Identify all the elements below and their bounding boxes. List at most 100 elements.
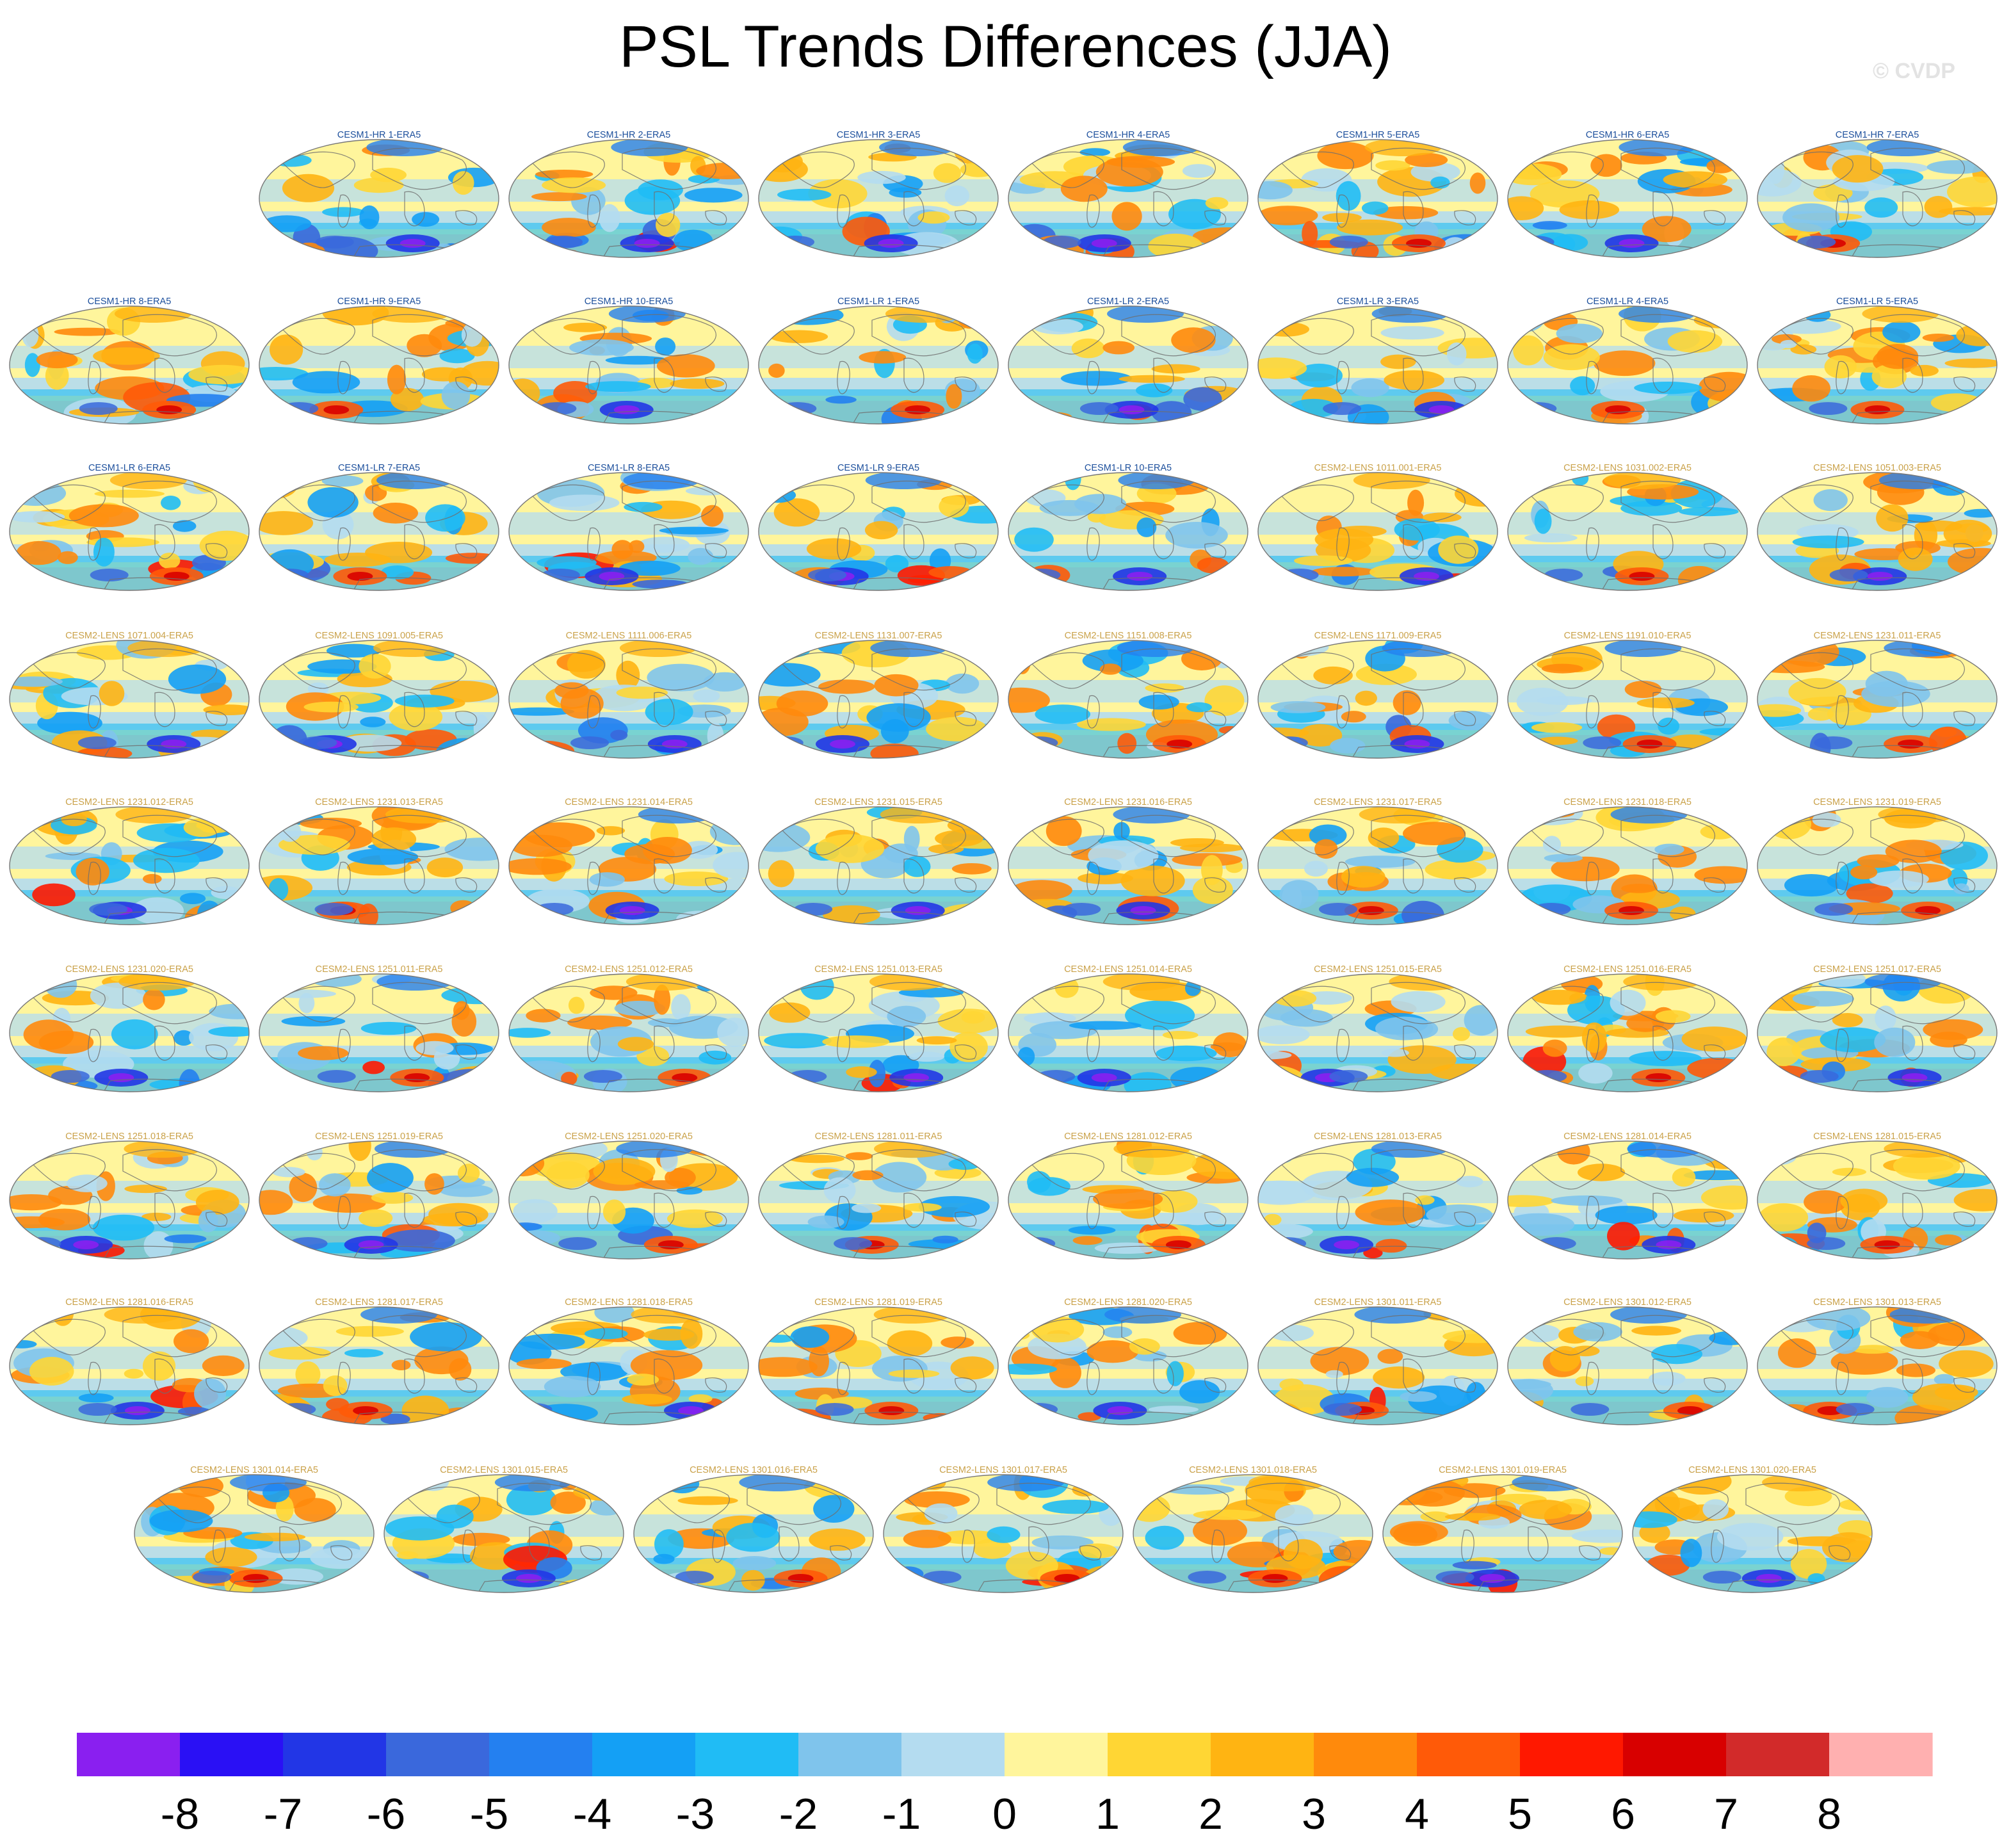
panel-grid: CESM1-HR 1-ERA5 CESM1-HR 2-ERA5 CESM1-HR 3… [9, 130, 1998, 1593]
map-panel: CESM1-HR 3-ERA5 [758, 130, 999, 258]
map-panel: CESM2-LENS 1231.011-ERA5 [1757, 631, 1998, 759]
globe-outline [259, 1140, 499, 1260]
panel-title: CESM2-LENS 1231.017-ERA5 [1314, 797, 1442, 807]
globe-field [1757, 1307, 1997, 1425]
globe-outline [259, 305, 499, 425]
map-panel: CESM2-LENS 1301.015-ERA5 [384, 1465, 624, 1593]
colorbar-tick-label: -7 [264, 1790, 302, 1838]
panel-title: CESM2-LENS 1251.014-ERA5 [1064, 964, 1192, 975]
colorbar: -8 -7 -6 -5 -4 -3 -2 -1 0 1 2 3 4 5 6 7 8 [77, 1733, 1933, 1838]
panel-title: CESM1-HR 10-ERA5 [585, 296, 674, 307]
map-panel: CESM2-LENS 1251.020-ERA5 [508, 1131, 749, 1260]
panel-title: CESM2-LENS 1251.018-ERA5 [65, 1131, 193, 1142]
globe-outline [259, 472, 499, 591]
globe-outline [1008, 806, 1248, 925]
colorbar-tick-label: -8 [161, 1790, 199, 1838]
map-panel: CESM1-LR 9-ERA5 [758, 463, 999, 591]
colorbar-tick-label: -4 [573, 1790, 611, 1838]
globe-field [384, 1475, 624, 1593]
globe-field [1258, 807, 1498, 925]
panel-title: CESM1-LR 5-ERA5 [1836, 296, 1918, 307]
panel-title: CESM2-LENS 1251.015-ERA5 [1314, 964, 1442, 975]
globe-outline [758, 640, 999, 759]
globe-outline [259, 1306, 499, 1425]
colorbar-swatch [1623, 1733, 1727, 1776]
map-panel: CESM2-LENS 1231.013-ERA5 [259, 797, 499, 925]
map-panel: CESM2-LENS 1231.017-ERA5 [1257, 797, 1498, 925]
map-panel: CESM2-LENS 1131.007-ERA5 [758, 631, 999, 759]
panel-title: CESM2-LENS 1231.011-ERA5 [1814, 631, 1941, 641]
globe-outline [1507, 973, 1748, 1092]
panel-title: CESM2-LENS 1301.017-ERA5 [939, 1465, 1067, 1475]
globe-field [1508, 807, 1747, 925]
globe-outline [9, 1140, 250, 1260]
map-panel: CESM2-LENS 1281.012-ERA5 [1008, 1131, 1248, 1260]
map-panel: CESM2-LENS 1251.016-ERA5 [1507, 964, 1748, 1092]
panel-title: CESM2-LENS 1281.018-ERA5 [565, 1297, 693, 1308]
globe-outline [758, 472, 999, 591]
map-panel: CESM1-LR 8-ERA5 [508, 463, 749, 591]
globe-outline [1008, 640, 1248, 759]
map-panel: CESM2-LENS 1301.020-ERA5 [1632, 1465, 1873, 1593]
globe-outline [1757, 806, 1998, 925]
globe-outline [1008, 1140, 1248, 1260]
map-panel: CESM2-LENS 1051.003-ERA5 [1757, 463, 1998, 591]
globe-field [1258, 306, 1498, 424]
globe-outline [1008, 1306, 1248, 1425]
map-panel: CESM1-HR 5-ERA5 [1257, 130, 1498, 258]
map-panel: CESM2-LENS 1231.012-ERA5 [9, 797, 250, 925]
globe-outline [1008, 139, 1248, 258]
globe-outline [508, 1306, 749, 1425]
globe-field [1258, 473, 1498, 590]
globe-outline [259, 139, 499, 258]
globe-field [1757, 807, 1997, 925]
panel-title: CESM2-LENS 1301.011-ERA5 [1314, 1297, 1442, 1308]
panel-title: CESM1-HR 5-ERA5 [1336, 130, 1420, 140]
colorbar-tick-label: 7 [1714, 1790, 1738, 1838]
colorbar-swatch [1417, 1733, 1521, 1776]
panel-title: CESM1-LR 9-ERA5 [837, 463, 919, 473]
globe-field [1133, 1475, 1373, 1593]
map-panel: CESM1-LR 3-ERA5 [1257, 296, 1498, 425]
panel-title: CESM2-LENS 1251.012-ERA5 [565, 964, 693, 975]
colorbar-tick-label: 5 [1508, 1790, 1532, 1838]
globe-field [1383, 1475, 1622, 1593]
globe-outline [758, 139, 999, 258]
map-panel: CESM2-LENS 1301.018-ERA5 [1133, 1465, 1373, 1593]
panel-title: CESM2-LENS 1231.018-ERA5 [1563, 797, 1692, 807]
globe-field [259, 640, 499, 758]
panel-title: CESM2-LENS 1301.016-ERA5 [690, 1465, 818, 1475]
globe-field [759, 140, 998, 257]
globe-field [759, 807, 998, 925]
globe-field [1258, 1307, 1498, 1425]
map-panel: CESM1-HR 8-ERA5 [9, 296, 250, 425]
globe-field [634, 1475, 873, 1593]
globe-field [10, 306, 249, 424]
globe-outline [1757, 1306, 1998, 1425]
panel-title: CESM1-LR 4-ERA5 [1587, 296, 1668, 307]
globe-outline [1257, 640, 1498, 759]
colorbar-swatch [592, 1733, 696, 1776]
globe-outline [1008, 973, 1248, 1092]
map-panel: CESM1-LR 10-ERA5 [1008, 463, 1248, 591]
panel-title: CESM2-LENS 1251.011-ERA5 [316, 964, 443, 975]
colorbar-swatch [1314, 1733, 1417, 1776]
colorbar-tick-label: 8 [1817, 1790, 1841, 1838]
panel-title: CESM2-LENS 1251.016-ERA5 [1563, 964, 1692, 975]
panel-title: CESM2-LENS 1231.013-ERA5 [315, 797, 443, 807]
globe-outline [1507, 472, 1748, 591]
panel-title: CESM1-HR 8-ERA5 [88, 296, 172, 307]
globe-field [134, 1475, 374, 1593]
panel-title: CESM2-LENS 1281.017-ERA5 [315, 1297, 443, 1308]
globe-outline [633, 1474, 874, 1593]
globe-field [1008, 306, 1248, 424]
globe-field [1757, 140, 1997, 257]
map-panel: CESM2-LENS 1281.015-ERA5 [1757, 1131, 1998, 1260]
globe-field [259, 807, 499, 925]
globe-field [1008, 807, 1248, 925]
panel-title: CESM1-LR 6-ERA5 [88, 463, 170, 473]
globe-outline [758, 806, 999, 925]
colorbar-tick-label: 4 [1405, 1790, 1429, 1838]
map-panel: CESM1-LR 2-ERA5 [1008, 296, 1248, 425]
